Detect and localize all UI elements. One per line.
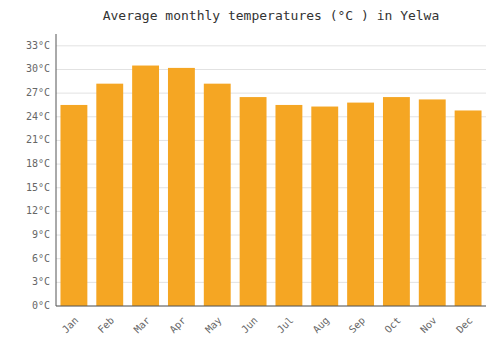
x-tick-label: Dec	[454, 315, 475, 336]
bar	[96, 84, 123, 306]
chart: Average monthly temperatures (°C ) in Ye…	[0, 0, 500, 350]
y-tick-label: 24°C	[26, 111, 50, 122]
grid-line	[56, 69, 486, 70]
x-tick-label: Oct	[382, 315, 403, 336]
x-tick-label: Jun	[239, 315, 260, 336]
grid-line	[56, 306, 486, 307]
y-tick-label: 15°C	[26, 182, 50, 193]
grid-line	[56, 45, 486, 46]
y-tick-label: 21°C	[26, 134, 50, 145]
bar	[60, 105, 87, 306]
x-tick-label: Sep	[347, 315, 368, 336]
bar	[204, 84, 231, 306]
x-tick-label: Apr	[167, 315, 188, 336]
x-tick-label: Jul	[275, 315, 296, 336]
bar	[132, 66, 159, 306]
bar	[347, 103, 374, 306]
y-tick-label: 9°C	[32, 229, 50, 240]
bar	[168, 68, 195, 306]
bar	[419, 99, 446, 306]
bar	[383, 97, 410, 306]
y-tick-label: 27°C	[26, 87, 50, 98]
y-tick-label: 6°C	[32, 253, 50, 264]
bar	[275, 105, 302, 306]
bars	[60, 66, 481, 306]
x-tick-label: Feb	[96, 315, 117, 336]
y-tick-label: 12°C	[26, 205, 50, 216]
y-tick-label: 3°C	[32, 276, 50, 287]
chart-container: Average monthly temperatures (°C ) in Ye…	[0, 0, 500, 350]
x-tick-label: May	[203, 315, 224, 336]
x-axis-line	[56, 306, 486, 307]
x-tick-label: Mar	[132, 315, 153, 336]
bar	[455, 110, 482, 306]
grid	[56, 46, 486, 306]
y-tick-label: 30°C	[26, 63, 50, 74]
x-tick-label: Jan	[60, 315, 81, 336]
y-tick-label: 33°C	[26, 40, 50, 51]
bar	[240, 97, 267, 306]
y-tick-label: 0°C	[32, 300, 50, 311]
x-tick-label: Nov	[418, 315, 439, 336]
x-tick-label: Aug	[311, 315, 332, 336]
bar	[311, 107, 338, 306]
title: Average monthly temperatures (°C ) in Ye…	[103, 8, 440, 23]
y-tick-label: 18°C	[26, 158, 50, 169]
y-axis-line	[56, 34, 57, 306]
